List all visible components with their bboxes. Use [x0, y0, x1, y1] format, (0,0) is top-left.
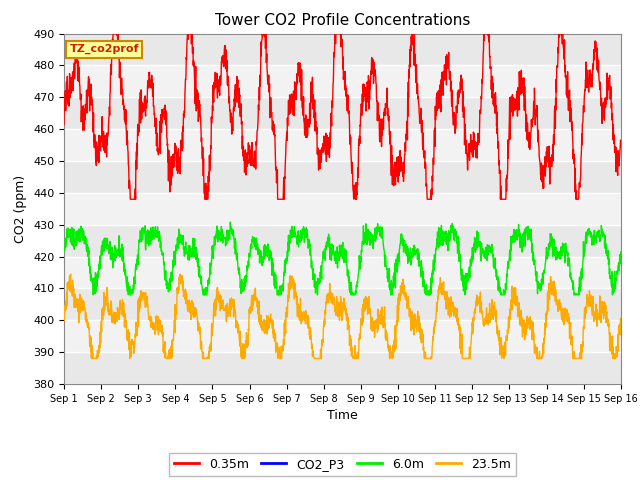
- 6.0m: [90, 292, 97, 298]
- 0.35m: [601, 105, 609, 111]
- Bar: [64, 129, 621, 161]
- 0.35m: [109, 31, 117, 36]
- Legend: 0.35m, CO2_P3, 6.0m, 23.5m: 0.35m, CO2_P3, 6.0m, 23.5m: [169, 453, 516, 476]
- 23.5m: [317, 347, 324, 352]
- 23.5m: [332, 303, 339, 309]
- Title: Tower CO2 Profile Concentrations: Tower CO2 Profile Concentrations: [214, 13, 470, 28]
- 0.35m: [499, 196, 507, 202]
- 6.0m: [88, 280, 96, 286]
- Bar: [64, 288, 621, 320]
- 6.0m: [60, 246, 68, 252]
- 6.0m: [602, 236, 609, 241]
- 23.5m: [601, 312, 609, 318]
- 6.0m: [227, 219, 234, 225]
- Y-axis label: CO2 (ppm): CO2 (ppm): [15, 175, 28, 243]
- Bar: [64, 97, 621, 129]
- 0.35m: [602, 95, 609, 101]
- Bar: [64, 225, 621, 257]
- 0.35m: [332, 31, 339, 36]
- Bar: [64, 34, 621, 65]
- 23.5m: [89, 356, 97, 361]
- Line: 0.35m: 0.35m: [64, 34, 621, 199]
- Line: 23.5m: 23.5m: [64, 274, 621, 359]
- 6.0m: [332, 257, 339, 263]
- 0.35m: [127, 196, 134, 202]
- 23.5m: [60, 303, 68, 309]
- 0.35m: [317, 149, 324, 155]
- Bar: [64, 320, 621, 352]
- Bar: [64, 257, 621, 288]
- X-axis label: Time: Time: [327, 409, 358, 422]
- 6.0m: [317, 274, 324, 279]
- Bar: [64, 161, 621, 193]
- 0.35m: [60, 121, 68, 127]
- 23.5m: [499, 343, 507, 348]
- 6.0m: [601, 233, 609, 239]
- Bar: [64, 65, 621, 97]
- 23.5m: [67, 271, 74, 277]
- 23.5m: [617, 326, 625, 332]
- Bar: [64, 193, 621, 225]
- 0.35m: [617, 139, 625, 144]
- 0.35m: [88, 102, 96, 108]
- Text: TZ_co2prof: TZ_co2prof: [70, 44, 139, 54]
- 23.5m: [602, 301, 609, 307]
- Line: 6.0m: 6.0m: [64, 222, 621, 295]
- 6.0m: [617, 249, 625, 255]
- 23.5m: [88, 356, 96, 361]
- 6.0m: [499, 292, 507, 298]
- Bar: [64, 352, 621, 384]
